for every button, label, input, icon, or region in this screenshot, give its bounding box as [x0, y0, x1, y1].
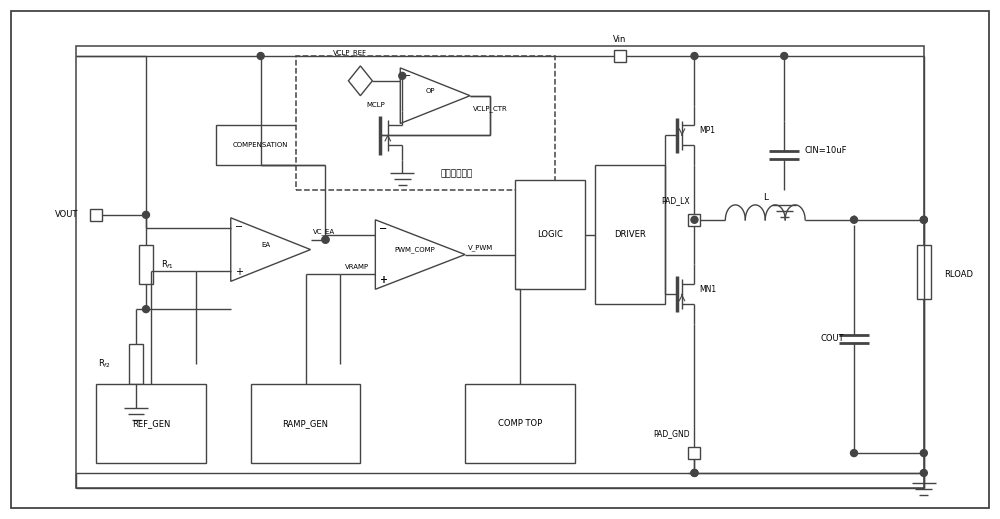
Bar [465, 384, 575, 463]
Circle shape [691, 470, 698, 476]
Bar [251, 384, 360, 463]
Text: VCLP_REF: VCLP_REF [333, 49, 367, 56]
Circle shape [399, 72, 406, 79]
Circle shape [920, 216, 927, 223]
Text: PWM_COMP: PWM_COMP [395, 246, 436, 253]
Circle shape [257, 52, 264, 60]
Text: DRIVER: DRIVER [614, 230, 646, 239]
Circle shape [691, 52, 698, 60]
Text: −: − [235, 222, 243, 232]
Bar [595, 165, 665, 304]
Bar [296, 56, 555, 190]
Text: RAMP_GEN: RAMP_GEN [283, 419, 329, 428]
Text: REF_GEN: REF_GEN [132, 419, 170, 428]
Text: +: + [379, 276, 387, 285]
Text: −: − [379, 224, 387, 234]
Text: OP: OP [425, 88, 435, 94]
Circle shape [322, 236, 329, 243]
Text: EA: EA [261, 242, 270, 248]
Circle shape [920, 449, 927, 457]
Text: VRAMP: VRAMP [345, 264, 370, 270]
Bar [614, 50, 626, 62]
Text: COMP TOP: COMP TOP [498, 419, 542, 428]
Bar [917, 244, 931, 299]
Bar [216, 126, 306, 165]
Circle shape [142, 211, 149, 218]
Text: R$_{f1}$: R$_{f1}$ [161, 258, 174, 271]
Circle shape [691, 470, 698, 476]
Text: R$_{f2}$: R$_{f2}$ [98, 358, 111, 370]
Bar [515, 180, 585, 289]
Circle shape [781, 52, 788, 60]
Text: MP1: MP1 [699, 126, 715, 135]
Text: RLOAD: RLOAD [944, 270, 973, 279]
Text: VOUT: VOUT [55, 210, 78, 220]
Bar [688, 214, 700, 226]
Text: L: L [763, 193, 768, 202]
Circle shape [851, 449, 858, 457]
Text: MN1: MN1 [699, 285, 717, 294]
Text: 钳位控制电路: 钳位控制电路 [440, 169, 472, 178]
Text: −: − [403, 71, 411, 81]
Bar [139, 244, 153, 284]
Circle shape [920, 216, 927, 223]
Bar [76, 46, 924, 488]
Text: +: + [235, 267, 243, 278]
Text: COMPENSATION: COMPENSATION [233, 142, 288, 148]
Circle shape [691, 216, 698, 223]
Text: COUT: COUT [820, 334, 844, 344]
Text: VCLP_CTR: VCLP_CTR [473, 106, 508, 113]
Circle shape [920, 470, 927, 476]
Circle shape [322, 236, 329, 243]
Text: −: − [379, 224, 387, 234]
Bar [129, 344, 143, 384]
Text: +: + [379, 276, 387, 285]
Text: MCLP: MCLP [366, 102, 385, 107]
Text: PAD_GND: PAD_GND [653, 429, 689, 438]
Text: PAD_LX: PAD_LX [661, 196, 689, 205]
Bar [90, 209, 102, 221]
Text: LOGIC: LOGIC [537, 230, 563, 239]
Text: CIN=10uF: CIN=10uF [804, 146, 847, 155]
Text: VC_EA: VC_EA [313, 228, 335, 235]
Text: Vin: Vin [613, 35, 626, 44]
Bar [96, 384, 206, 463]
Bar [688, 447, 700, 459]
Circle shape [142, 306, 149, 312]
Text: V_PWM: V_PWM [468, 244, 493, 251]
Circle shape [851, 216, 858, 223]
